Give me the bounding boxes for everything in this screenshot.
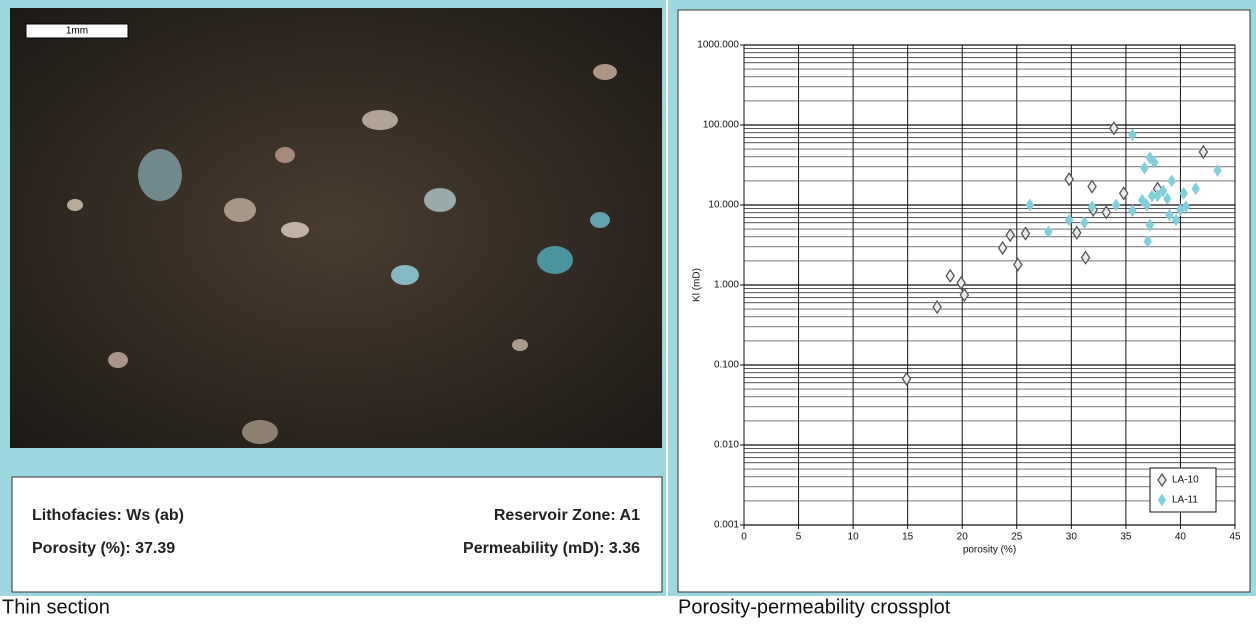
reservoir-zone: Reservoir Zone: A1	[494, 507, 640, 524]
x-tick-label: 25	[1011, 532, 1023, 543]
y-tick-label: 0.010	[714, 440, 739, 451]
y-tick-label: 0.100	[714, 360, 739, 371]
x-tick-label: 45	[1229, 532, 1241, 543]
x-axis-label: porosity (%)	[963, 545, 1016, 556]
x-tick-label: 20	[957, 532, 969, 543]
caption: Porosity-permeability crossplot	[678, 596, 951, 618]
scale-label: 1mm	[66, 26, 88, 37]
caption: Thin section	[2, 596, 110, 618]
lithofacies: Lithofacies: Ws (ab)	[32, 507, 184, 524]
y-axis-label: Kl (mD)	[692, 268, 703, 302]
info-box	[12, 477, 662, 592]
x-tick-label: 40	[1175, 532, 1187, 543]
y-tick-label: 100.000	[703, 120, 740, 131]
y-tick-label: 1000.000	[697, 40, 739, 51]
y-tick-label: 1.000	[714, 280, 739, 291]
x-tick-label: 35	[1120, 532, 1132, 543]
thin-section-image	[10, 8, 662, 448]
page: 1mm Lithofacies: Ws (ab) Reservoir Zone:…	[0, 0, 1256, 623]
x-tick-label: 5	[796, 532, 802, 543]
legend-label: LA-10	[1172, 475, 1199, 486]
y-tick-label: 10.000	[708, 200, 739, 211]
x-tick-label: 30	[1066, 532, 1078, 543]
legend-label: LA-11	[1172, 495, 1198, 506]
y-tick-label: 0.001	[714, 520, 739, 531]
x-tick-label: 10	[848, 532, 860, 543]
x-tick-label: 0	[741, 532, 747, 543]
x-tick-label: 15	[902, 532, 914, 543]
permeability: Permeability (mD): 3.36	[463, 540, 640, 557]
porosity: Porosity (%): 37.39	[32, 540, 175, 557]
